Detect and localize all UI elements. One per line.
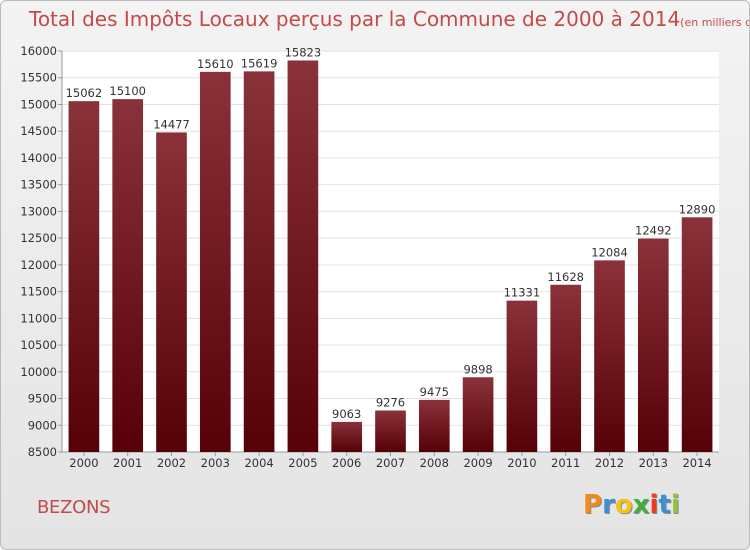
bar-value-label: 15610 bbox=[197, 57, 234, 71]
bar bbox=[199, 71, 231, 453]
chart-title-text: Total des Impôts Locaux perçus par la Co… bbox=[29, 7, 681, 31]
bar bbox=[637, 238, 669, 452]
bar-value-label: 9475 bbox=[420, 385, 449, 399]
x-tick-label: 2009 bbox=[463, 456, 492, 470]
x-tick-label: 2005 bbox=[288, 456, 317, 470]
bar-value-label: 11628 bbox=[547, 270, 584, 284]
bar bbox=[156, 132, 187, 452]
x-tick-label: 2014 bbox=[682, 456, 711, 470]
bar bbox=[112, 99, 144, 453]
proxiti-logo: Proxiti bbox=[583, 490, 680, 520]
bar bbox=[550, 284, 582, 452]
bar bbox=[331, 421, 363, 452]
y-tick-label: 8500 bbox=[28, 445, 57, 459]
bar-value-label: 15619 bbox=[241, 56, 278, 70]
logo-letter: i bbox=[670, 490, 680, 520]
bar bbox=[243, 71, 275, 453]
logo-letter: i bbox=[649, 490, 659, 520]
x-tick-label: 2011 bbox=[551, 456, 580, 470]
x-tick-label: 2003 bbox=[201, 456, 230, 470]
y-tick-label: 9500 bbox=[28, 392, 57, 406]
x-tick-label: 2007 bbox=[376, 456, 405, 470]
y-tick-label: 13000 bbox=[20, 204, 57, 218]
bar-value-label: 12890 bbox=[679, 202, 716, 216]
logo-letter: P bbox=[583, 490, 603, 520]
x-tick-label: 2002 bbox=[157, 456, 186, 470]
bar-value-label: 14477 bbox=[153, 117, 190, 131]
bar-value-label: 12084 bbox=[591, 245, 628, 259]
bar bbox=[418, 399, 450, 452]
bar-value-label: 15823 bbox=[285, 45, 322, 59]
y-tick-label: 12500 bbox=[20, 231, 57, 245]
bar bbox=[68, 101, 100, 452]
y-tick-label: 14000 bbox=[20, 151, 57, 165]
x-tick-label: 2010 bbox=[507, 456, 536, 470]
chart-title: Total des Impôts Locaux perçus par la Co… bbox=[29, 7, 749, 31]
y-tick-label: 11000 bbox=[20, 311, 57, 325]
y-tick-label: 12000 bbox=[20, 258, 57, 272]
y-tick-label: 15500 bbox=[20, 71, 57, 85]
bar-value-label: 11331 bbox=[504, 286, 541, 300]
logo-letter: x bbox=[632, 490, 650, 520]
y-tick-label: 13500 bbox=[20, 178, 57, 192]
y-tick-label: 11500 bbox=[20, 285, 57, 299]
y-tick-label: 16000 bbox=[20, 44, 57, 58]
bar-value-label: 15100 bbox=[109, 84, 146, 98]
x-tick-label: 2000 bbox=[69, 456, 98, 470]
bar bbox=[375, 410, 406, 452]
bar-value-label: 9063 bbox=[332, 407, 361, 421]
x-tick-label: 2013 bbox=[639, 456, 668, 470]
x-tick-label: 2004 bbox=[244, 456, 273, 470]
commune-name: BEZONS bbox=[37, 497, 111, 518]
bar bbox=[287, 60, 319, 453]
logo-letter: r bbox=[602, 490, 615, 520]
y-tick-label: 14500 bbox=[20, 124, 57, 138]
x-tick-label: 2001 bbox=[113, 456, 142, 470]
bar-value-label: 15062 bbox=[66, 86, 103, 100]
chart-unit-note: (en milliers d'€) bbox=[680, 16, 749, 29]
bar-value-label: 9898 bbox=[463, 362, 492, 376]
bar bbox=[506, 300, 538, 452]
bar-value-label: 9276 bbox=[376, 396, 405, 410]
y-tick-label: 10000 bbox=[20, 365, 57, 379]
y-tick-label: 9000 bbox=[28, 418, 57, 432]
bar bbox=[462, 377, 494, 452]
bar bbox=[681, 217, 713, 452]
logo-letter: o bbox=[614, 490, 633, 520]
x-tick-label: 2006 bbox=[332, 456, 361, 470]
logo-letter: t bbox=[658, 490, 671, 520]
x-tick-label: 2012 bbox=[595, 456, 624, 470]
bar-value-label: 12492 bbox=[635, 224, 672, 238]
y-tick-label: 15000 bbox=[20, 97, 57, 111]
y-tick-label: 10500 bbox=[20, 338, 57, 352]
bar bbox=[594, 260, 625, 452]
x-tick-label: 2008 bbox=[420, 456, 449, 470]
